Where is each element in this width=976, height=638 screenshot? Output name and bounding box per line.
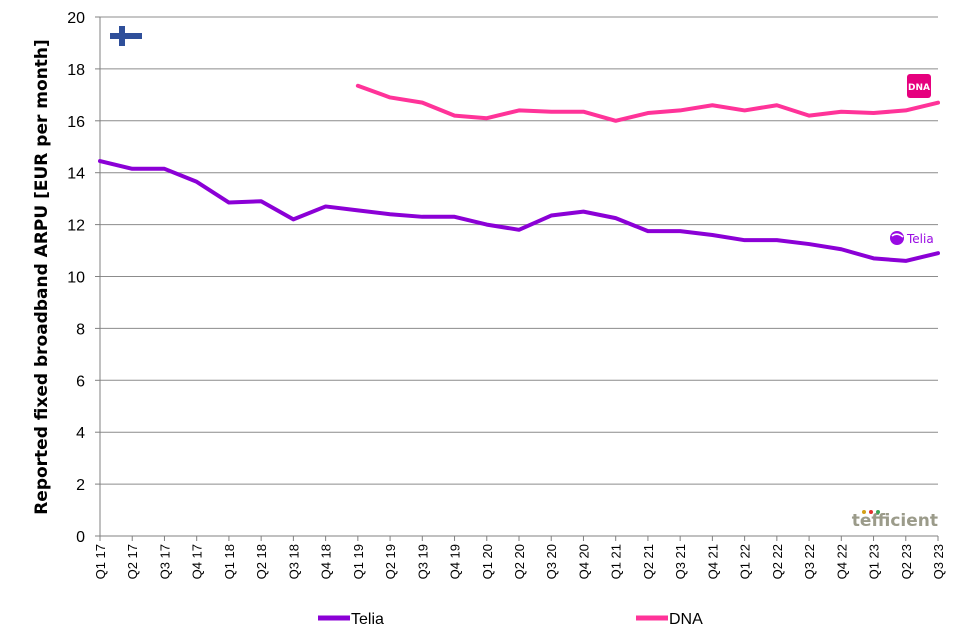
dna-logo: DNA bbox=[907, 74, 931, 98]
x-tick-label: Q2 22 bbox=[770, 544, 785, 579]
y-tick-label: 18 bbox=[67, 62, 85, 79]
y-tick-label: 4 bbox=[76, 425, 85, 442]
x-tick-label: Q1 23 bbox=[867, 544, 882, 579]
x-tick-label: Q2 21 bbox=[641, 544, 656, 579]
y-tick-label: 16 bbox=[67, 114, 85, 131]
x-tick-label: Q4 18 bbox=[319, 544, 334, 579]
series-line-telia bbox=[98, 159, 940, 263]
x-tick-label: Q1 20 bbox=[480, 544, 495, 579]
x-tick-label: Q4 21 bbox=[705, 544, 720, 579]
x-tick-label: Q4 19 bbox=[448, 544, 463, 579]
x-tick-label: Q1 19 bbox=[351, 544, 366, 579]
y-tick-label: 12 bbox=[67, 218, 85, 235]
x-tick-label: Q4 22 bbox=[834, 544, 849, 579]
x-tick-label: Q3 19 bbox=[415, 544, 430, 579]
finland-flag-icon bbox=[110, 26, 142, 46]
telia-logo: Telia bbox=[890, 231, 934, 246]
y-tick-label: 14 bbox=[67, 166, 85, 183]
x-tick-label: Q3 18 bbox=[286, 544, 301, 579]
y-tick-labels: 0 2 4 6 8 10 12 14 16 18 20 bbox=[67, 10, 100, 546]
y-tick-label: 6 bbox=[76, 373, 85, 390]
x-tick-label: Q2 23 bbox=[899, 544, 914, 579]
x-tick-labels: Q1 17 Q2 17 Q3 17 Q4 17 Q1 18 Q2 18 Q3 18 Q4 18… bbox=[93, 536, 946, 579]
y-tick-label: 8 bbox=[76, 321, 85, 338]
tefficient-watermark: tefficient bbox=[852, 510, 938, 531]
legend-item-dna: DNA bbox=[636, 611, 703, 628]
grid-lines bbox=[100, 16, 938, 485]
x-tick-label: Q3 21 bbox=[673, 544, 688, 579]
x-tick-label: Q4 20 bbox=[576, 544, 591, 579]
dna-logo-text: DNA bbox=[908, 83, 930, 93]
x-tick-label: Q2 20 bbox=[512, 544, 527, 579]
legend: Telia DNA bbox=[318, 611, 703, 628]
series-lines bbox=[98, 83, 940, 263]
y-axis-label: Reported fixed broadband ARPU [EUR per m… bbox=[32, 39, 52, 515]
telia-logo-text: Telia bbox=[906, 232, 934, 246]
legend-label-telia: Telia bbox=[351, 611, 384, 628]
series-line-dna bbox=[355, 83, 940, 123]
y-tick-label: 2 bbox=[76, 477, 85, 494]
y-tick-label: 10 bbox=[67, 270, 85, 287]
legend-item-telia: Telia bbox=[318, 611, 384, 628]
x-tick-label: Q3 20 bbox=[544, 544, 559, 579]
x-tick-label: Q1 21 bbox=[609, 544, 624, 579]
x-tick-label: Q3 23 bbox=[931, 544, 946, 579]
x-tick-label: Q2 19 bbox=[383, 544, 398, 579]
x-tick-label: Q4 17 bbox=[190, 544, 205, 579]
x-tick-label: Q1 17 bbox=[93, 544, 108, 579]
x-tick-label: Q1 22 bbox=[738, 544, 753, 579]
x-tick-label: Q3 22 bbox=[802, 544, 817, 579]
x-tick-label: Q1 18 bbox=[222, 544, 237, 579]
y-tick-label: 20 bbox=[67, 10, 85, 27]
y-tick-label: 0 bbox=[76, 529, 85, 546]
watermark-text: tefficient bbox=[852, 511, 938, 531]
x-tick-label: Q3 17 bbox=[157, 544, 172, 579]
x-tick-label: Q2 18 bbox=[254, 544, 269, 579]
legend-label-dna: DNA bbox=[669, 611, 703, 628]
x-tick-label: Q2 17 bbox=[125, 544, 140, 579]
